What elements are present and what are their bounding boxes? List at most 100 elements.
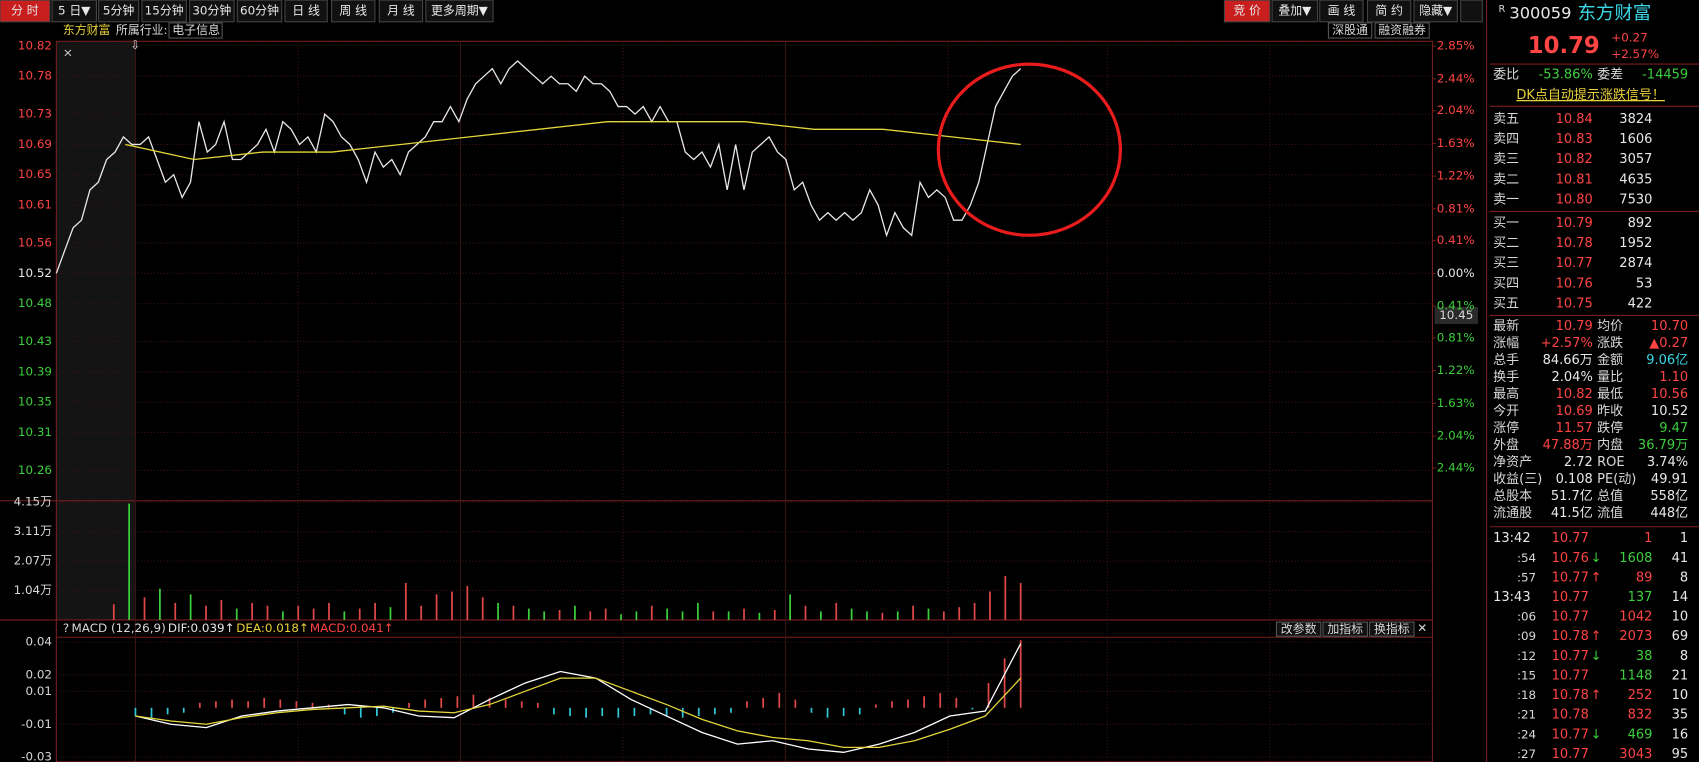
industry-box[interactable]: [168, 22, 223, 39]
toolbar-button[interactable]: [141, 0, 187, 23]
indicator-button-label[interactable]: 加指标: [1327, 622, 1363, 636]
grid: [56, 41, 1436, 762]
book-label: 卖一: [1493, 192, 1519, 207]
toolbar-button[interactable]: [51, 0, 97, 23]
toolbar-label[interactable]: 竞 价: [1233, 3, 1261, 17]
book-price: 10.77: [1556, 256, 1593, 271]
toolbar-label[interactable]: 叠加▼: [1278, 3, 1312, 17]
tag-box[interactable]: [1374, 22, 1430, 39]
trade-price: 10.77: [1552, 531, 1589, 546]
book-label: 卖五: [1493, 112, 1519, 127]
stat-label: 最新: [1493, 318, 1519, 334]
toolbar-button[interactable]: [378, 0, 424, 23]
stat-value: 10.79: [1556, 319, 1593, 334]
trade-price: 10.76: [1552, 551, 1589, 566]
toolbar-button[interactable]: [284, 0, 328, 23]
macd-close[interactable]: ✕: [1417, 621, 1427, 635]
toolbar-label[interactable]: 5 日▼: [58, 3, 91, 17]
y-tick-label: 10.82: [18, 38, 52, 52]
y-tick-label: 10.43: [18, 334, 52, 348]
toolbar-button[interactable]: [1319, 0, 1364, 23]
stat-value: 10.52: [1651, 404, 1688, 419]
toolbar-button[interactable]: [1271, 0, 1319, 23]
toolbar-label[interactable]: 月 线: [387, 3, 415, 17]
y2-tick-label: 0.00%: [1437, 266, 1475, 280]
trade-count: 8: [1680, 649, 1688, 664]
dif-label: DIF:0.039↑: [168, 621, 235, 635]
book-volume: 53: [1636, 276, 1653, 291]
stat-label: 外盘: [1493, 437, 1519, 453]
book-label: 买五: [1493, 296, 1519, 311]
book-price: 10.81: [1556, 172, 1593, 187]
trade-volume: 89: [1636, 570, 1653, 585]
toolbar-label[interactable]: 15分钟: [145, 3, 184, 17]
trade-count: 16: [1672, 727, 1689, 742]
close-x[interactable]: ×: [63, 46, 73, 60]
tag-box[interactable]: [1327, 22, 1373, 39]
stat-value: 84.66万: [1543, 353, 1593, 368]
toolbar-button[interactable]: [331, 0, 376, 23]
stat-value: 10.56: [1651, 387, 1688, 402]
trade-volume: 1608: [1619, 551, 1652, 566]
trade-arrow: ↓: [1591, 727, 1602, 742]
line-dif: [135, 643, 1022, 753]
book-volume: 7530: [1619, 192, 1652, 207]
expand-button[interactable]: [1460, 0, 1483, 23]
toolbar-label[interactable]: 更多周期▼: [431, 3, 489, 17]
book-price: 10.78: [1556, 236, 1593, 251]
indicator-button-label[interactable]: 改参数: [1281, 622, 1317, 636]
toolbar-button[interactable]: [189, 0, 235, 23]
highlight-circle: [936, 62, 1123, 237]
toolbar-label[interactable]: 60分钟: [240, 3, 279, 17]
toolbar-label[interactable]: 隐藏▼: [1419, 3, 1453, 17]
toolbar-label[interactable]: 日 线: [292, 3, 320, 17]
indicator-button[interactable]: [1322, 621, 1368, 637]
toolbar-label[interactable]: 周 线: [339, 3, 367, 17]
indicator-button[interactable]: [1275, 621, 1322, 637]
toolbar-button[interactable]: [1413, 0, 1458, 23]
y2-tick-label: 2.85%: [1437, 39, 1475, 53]
trade-time: :21: [1517, 708, 1536, 722]
toolbar-label[interactable]: 5分钟: [103, 3, 134, 17]
toolbar-button[interactable]: [1223, 0, 1271, 23]
stat-label: 总股本: [1493, 489, 1532, 504]
toolbar-button[interactable]: [0, 0, 51, 23]
stock-code: 300059: [1509, 4, 1571, 23]
macd-help[interactable]: ?: [63, 621, 69, 635]
toolbar-button[interactable]: [236, 0, 283, 23]
day-marker: ⇩: [130, 38, 140, 52]
trade-time: :54: [1517, 551, 1536, 565]
trade-volume: 1042: [1619, 610, 1652, 625]
trade-volume: 1: [1644, 531, 1652, 546]
industry[interactable]: 电子信息: [172, 23, 220, 37]
macd-title: MACD (12,26,9): [72, 621, 166, 635]
line-average: [125, 121, 1021, 161]
stat-value: ▲0.27: [1649, 336, 1688, 351]
y-tick-label: 1.04万: [14, 583, 53, 597]
stat-value: 0.108: [1556, 472, 1593, 487]
indicator-button[interactable]: [1369, 621, 1415, 637]
trade-arrow: ↓: [1591, 551, 1602, 566]
y-tick-label: 0.04: [25, 634, 52, 648]
stat-value: 36.79万: [1638, 438, 1688, 453]
toolbar-label[interactable]: 简 约: [1375, 3, 1403, 17]
toolbar-label[interactable]: 画 线: [1328, 3, 1356, 17]
toolbar-button[interactable]: [98, 0, 140, 23]
signal-link[interactable]: DK点自动提示涨跌信号！: [1516, 87, 1665, 103]
stat-value: 47.88万: [1543, 438, 1593, 453]
tag[interactable]: 深股通: [1332, 23, 1368, 37]
book-volume: 3824: [1619, 112, 1652, 127]
toolbar-label[interactable]: 30分钟: [192, 3, 231, 17]
trade-volume: 252: [1628, 688, 1653, 703]
indicator-button-label[interactable]: 换指标: [1374, 622, 1410, 636]
stat-value: +2.57%: [1541, 336, 1593, 351]
trade-count: 69: [1672, 629, 1689, 644]
toolbar-label[interactable]: 分 时: [11, 3, 39, 17]
stat-value: 10.82: [1556, 387, 1593, 402]
tag[interactable]: 融资融券: [1378, 23, 1426, 37]
book-label: 买一: [1493, 216, 1519, 231]
toolbar-button[interactable]: [1366, 0, 1412, 23]
stat-value: 49.91: [1651, 472, 1688, 487]
toolbar-button[interactable]: [425, 0, 494, 23]
